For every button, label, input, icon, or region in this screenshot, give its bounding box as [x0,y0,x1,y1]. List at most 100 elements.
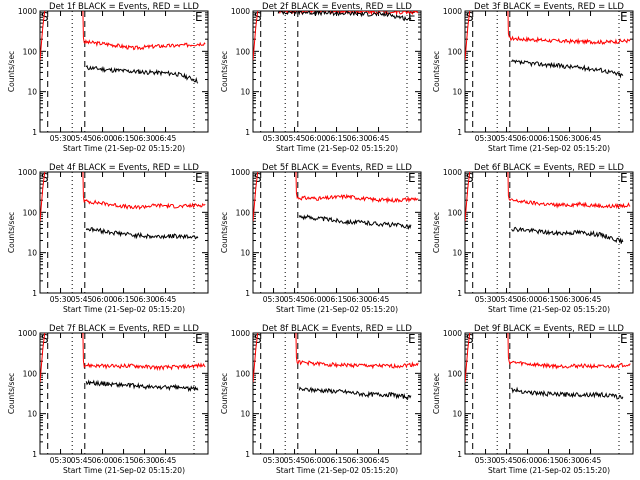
y-tick-label: 1 [245,450,250,459]
x-tick-label: 06:00 [305,134,327,143]
y-tick-label: 1 [245,128,250,137]
end-marker-label: E [408,10,416,24]
x-tick-label: 06:00 [305,456,327,465]
detector-panel: Det 1f BLACK = Events, RED = LLD Counts/s… [7,2,209,153]
y-tick-label: 1 [457,289,462,298]
y-tick-label: 100 [23,47,38,56]
x-tick-label: 06:00 [517,134,539,143]
x-tick-label: 06:00 [305,295,327,304]
x-tick-label: 06:00 [517,456,539,465]
y-tick-label: 1 [32,128,37,137]
end-marker-label: E [195,171,203,185]
start-marker-label: S [254,10,262,24]
x-tick-label: 06:15 [113,295,135,304]
detector-panel: Det 5f BLACK = Events, RED = LLD Counts/s… [220,163,422,314]
x-tick-label: 06:45 [368,134,390,143]
y-tick-label: 1000 [443,329,462,338]
x-tick-label: 06:15 [113,134,135,143]
lld-series-line [40,172,206,222]
x-tick-label: 06:15 [538,456,560,465]
x-tick-label: 05:30 [263,134,285,143]
x-tick-label: 05:30 [263,456,285,465]
x-tick-label: 05:30 [50,456,72,465]
y-tick-label: 100 [448,208,463,217]
start-marker-label: S [254,332,262,346]
events-series-line [298,214,412,230]
y-tick-label: 1 [32,289,37,298]
lld-series-line [40,11,206,61]
y-tick-label: 10 [452,410,462,419]
plot-frame [39,10,209,133]
y-tick-label: 100 [448,47,463,56]
x-tick-label: 05:45 [496,295,518,304]
end-marker-label: E [195,332,203,346]
panel-title: Det 5f BLACK = Events, RED = LLD [262,163,412,173]
x-tick-label: 06:00 [92,456,114,465]
plot-frame [252,10,422,133]
x-tick-label: 06:30 [559,456,581,465]
panel-title: Det 8f BLACK = Events, RED = LLD [262,324,412,334]
x-tick-label: 05:45 [71,134,93,143]
x-tick-label: 06:30 [347,456,369,465]
x-tick-label: 06:45 [580,134,602,143]
x-tick-label: 06:30 [559,134,581,143]
x-tick-label: 05:30 [50,295,72,304]
events-series-line [298,386,412,401]
panel-title: Det 6f BLACK = Events, RED = LLD [474,163,624,173]
lld-series-line [465,333,631,383]
x-tick-label: 06:30 [134,134,156,143]
events-series-line [85,64,199,84]
start-marker-label: S [254,171,262,185]
x-axis-label: Start Time (21-Sep-02 05:15:20) [488,144,610,153]
x-tick-label: 06:45 [155,456,177,465]
x-tick-label: 06:45 [368,456,390,465]
end-marker-label: E [408,171,416,185]
y-axis-label: Counts/sec [220,51,229,92]
x-tick-label: 05:30 [475,134,497,143]
start-marker-label: S [466,171,474,185]
end-marker-label: E [195,10,203,24]
x-tick-label: 06:00 [517,295,539,304]
x-tick-label: 06:15 [113,456,135,465]
y-axis-label: Counts/sec [7,51,16,92]
y-tick-label: 10 [240,88,250,97]
x-tick-label: 06:00 [92,295,114,304]
x-tick-label: 06:45 [580,456,602,465]
x-tick-label: 06:30 [134,456,156,465]
panel-title: Det 3f BLACK = Events, RED = LLD [474,2,624,12]
y-tick-label: 1000 [231,168,250,177]
y-tick-label: 10 [452,249,462,258]
x-tick-label: 06:15 [326,134,348,143]
x-axis-label: Start Time (21-Sep-02 05:15:20) [276,144,398,153]
y-tick-label: 100 [236,47,251,56]
end-marker-label: E [620,332,628,346]
x-tick-label: 06:15 [326,456,348,465]
x-axis-label: Start Time (21-Sep-02 05:15:20) [276,305,398,314]
y-axis-label: Counts/sec [432,212,441,253]
y-tick-label: 1000 [18,168,37,177]
y-tick-label: 10 [240,249,250,258]
detector-panel: Det 3f BLACK = Events, RED = LLD Counts/s… [432,2,634,153]
end-marker-label: E [408,332,416,346]
y-axis-label: Counts/sec [7,373,16,414]
end-marker-label: E [620,10,628,24]
x-tick-label: 06:30 [347,134,369,143]
events-series-line [511,386,624,400]
x-axis-label: Start Time (21-Sep-02 05:15:20) [488,305,610,314]
x-axis-label: Start Time (21-Sep-02 05:15:20) [63,305,185,314]
lld-series-line [253,333,419,383]
y-tick-label: 10 [452,88,462,97]
plot-frame [464,10,634,133]
x-axis-label: Start Time (21-Sep-02 05:15:20) [63,144,185,153]
plot-frame [39,171,209,294]
x-axis-label: Start Time (21-Sep-02 05:15:20) [276,466,398,475]
x-tick-label: 06:45 [580,295,602,304]
y-tick-label: 1000 [231,329,250,338]
x-tick-label: 05:45 [71,295,93,304]
start-marker-label: S [41,10,49,24]
x-tick-label: 05:45 [284,134,306,143]
panel-title: Det 1f BLACK = Events, RED = LLD [49,2,199,12]
x-tick-label: 06:30 [134,295,156,304]
events-series-line [511,59,624,79]
